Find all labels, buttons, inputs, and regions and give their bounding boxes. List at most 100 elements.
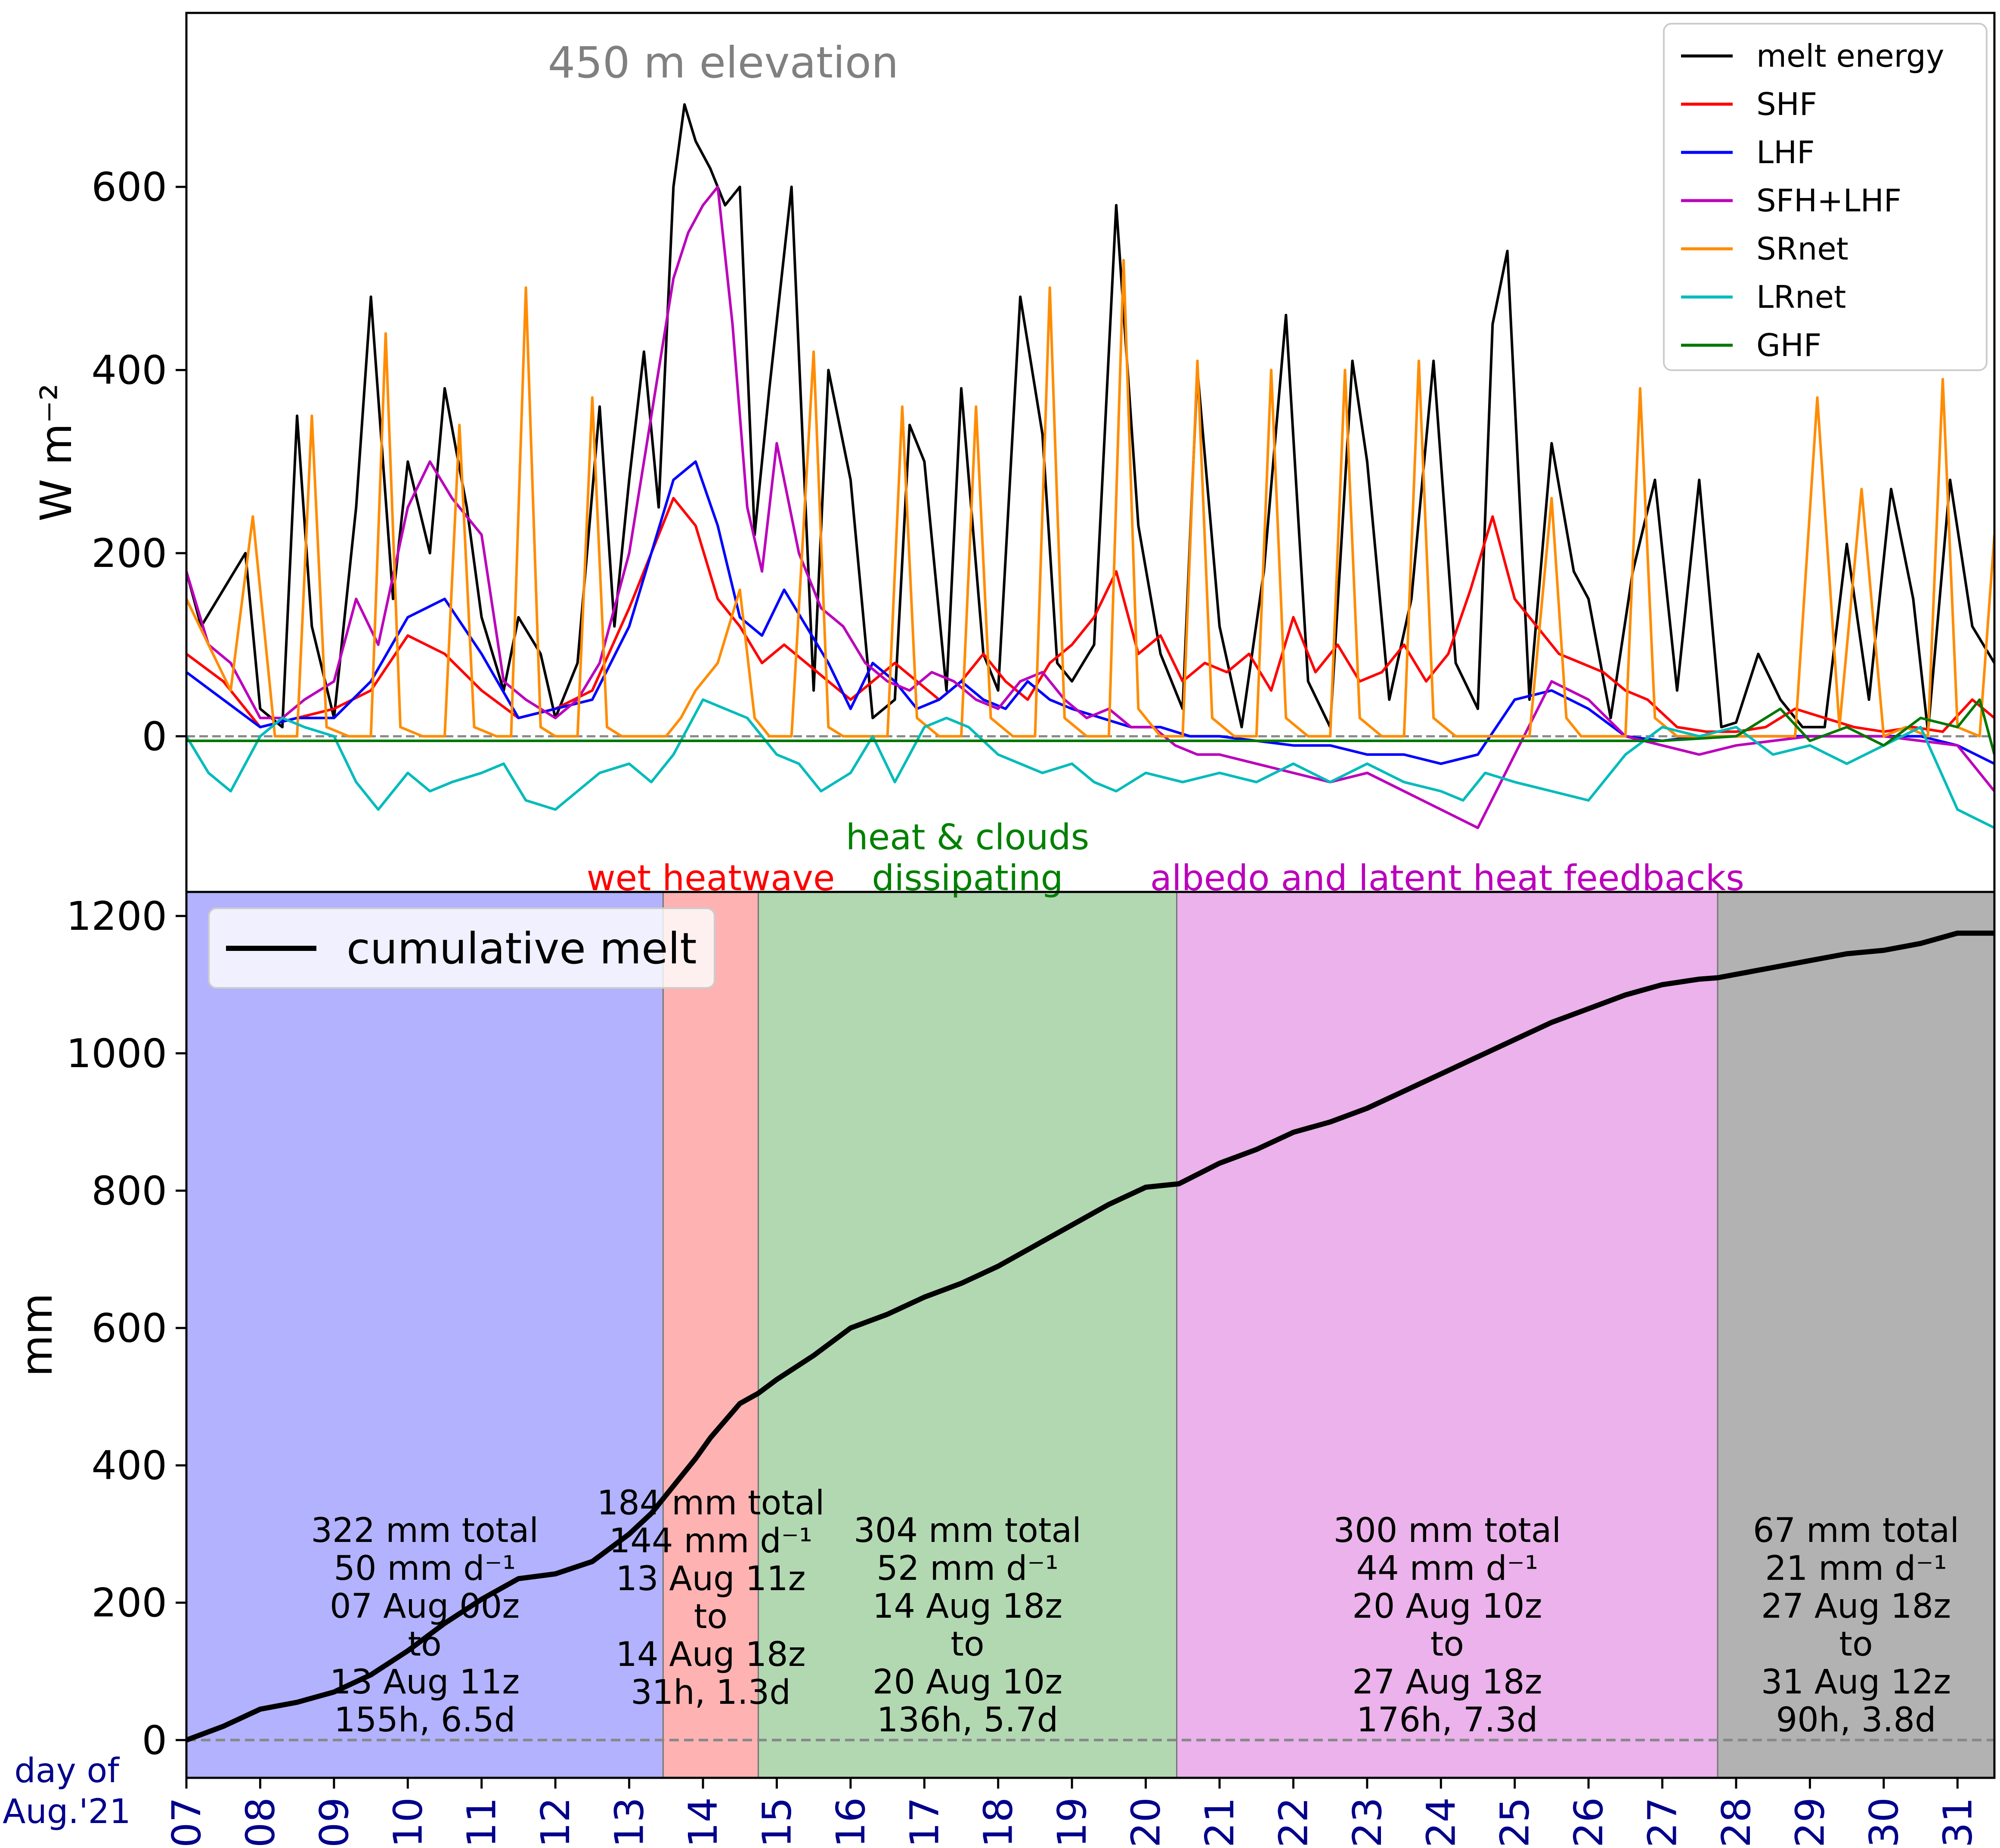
xtick-label: 23 xyxy=(1344,1797,1390,1848)
legend-label: LHF xyxy=(1756,134,1815,170)
period-stats-line: 27 Aug 18z xyxy=(1761,1587,1951,1626)
period-label-line: heat & clouds xyxy=(846,817,1090,858)
ytick-label-top: 600 xyxy=(91,164,167,210)
cumulative-melt-line xyxy=(186,930,1994,1743)
ytick-label-bottom: 1000 xyxy=(66,1031,167,1077)
xtick-label: 08 xyxy=(237,1797,283,1848)
series-line-6 xyxy=(186,698,1994,755)
xtick-label: 30 xyxy=(1861,1797,1907,1848)
period-stats-line: 90h, 3.8d xyxy=(1776,1701,1936,1740)
xtick-label: 13 xyxy=(607,1797,653,1848)
legend-label: cumulative melt xyxy=(347,923,697,974)
series-line-2 xyxy=(186,460,1994,765)
legend-frame xyxy=(208,907,715,989)
period-stats-line: 144 mm d⁻¹ xyxy=(609,1522,812,1560)
xtick-label: 10 xyxy=(385,1797,431,1848)
period-band-3 xyxy=(1176,892,1718,1778)
xlabel-day-of-august: day of Aug.'21 xyxy=(3,1752,131,1831)
ylabel-top: W m⁻² xyxy=(31,384,81,522)
legend-label: melt energy xyxy=(1756,38,1944,74)
ytick-label-bottom: 400 xyxy=(91,1442,167,1489)
xtick-label: 19 xyxy=(1049,1797,1095,1848)
xtick-label: 11 xyxy=(459,1797,505,1848)
period-stats-line: 300 mm total xyxy=(1333,1511,1561,1550)
legend-label: SRnet xyxy=(1756,231,1848,267)
xtick-label: 29 xyxy=(1787,1797,1833,1848)
period-stats-line: 136h, 5.7d xyxy=(877,1701,1058,1740)
xtick-label: 15 xyxy=(754,1797,800,1848)
period-stats-line: 13 Aug 11z xyxy=(616,1560,805,1598)
period-stats-line: 322 mm total xyxy=(311,1511,539,1550)
axes-frame-bottom xyxy=(185,891,1996,1779)
flux-series xyxy=(186,103,1994,830)
series-line-5 xyxy=(186,698,1994,829)
xtick-label: 20 xyxy=(1123,1797,1169,1848)
ytick-label-bottom: 1200 xyxy=(66,893,167,939)
xtick-label: 14 xyxy=(680,1797,726,1848)
energy-flux-panel: 450 m elevation 0 200 400 600 W m⁻² melt energ… xyxy=(31,12,1996,893)
xlabel-line: day of xyxy=(14,1752,120,1790)
period-shading xyxy=(186,892,1994,1778)
ytick-label-bottom: 600 xyxy=(91,1305,167,1351)
ytick-label-top: 200 xyxy=(91,530,167,576)
period-stats-line: 155h, 6.5d xyxy=(334,1701,515,1740)
xtick-label: 22 xyxy=(1270,1797,1316,1848)
series-line-0 xyxy=(186,103,1994,733)
xtick-label: 24 xyxy=(1418,1797,1464,1848)
xtick-label: 25 xyxy=(1492,1797,1538,1848)
ytick-label-bottom: 800 xyxy=(91,1168,167,1214)
period-stats-line: 20 Aug 10z xyxy=(873,1663,1062,1702)
period-band-4 xyxy=(1717,892,1994,1778)
elevation-annotation: 450 m elevation xyxy=(548,37,899,88)
period-stats-line: 20 Aug 10z xyxy=(1352,1587,1542,1626)
period-stats-line: 31h, 1.3d xyxy=(631,1673,791,1712)
period-stats-line: to xyxy=(950,1625,984,1664)
ytick-label-bottom: 0 xyxy=(142,1717,167,1763)
xtick-label: 26 xyxy=(1566,1797,1612,1848)
period-stats-line: 27 Aug 18z xyxy=(1352,1663,1542,1702)
xtick-label: 09 xyxy=(311,1797,357,1848)
period-stats-line: 50 mm d⁻¹ xyxy=(334,1549,516,1588)
series-line-4 xyxy=(186,259,1994,738)
xtick-label: 27 xyxy=(1640,1797,1686,1848)
period-stats-line: to xyxy=(1839,1625,1873,1664)
legend-label: GHF xyxy=(1756,327,1821,363)
period-stats-line: 31 Aug 12z xyxy=(1761,1663,1951,1702)
period-stats-line: 176h, 7.3d xyxy=(1356,1701,1538,1740)
xtick-label: 21 xyxy=(1197,1797,1243,1848)
xlabel-line: Aug.'21 xyxy=(3,1792,131,1831)
legend-label: SFH+LHF xyxy=(1756,183,1901,219)
period-stats-line: 67 mm total xyxy=(1753,1511,1959,1550)
period-stats-line: 14 Aug 18z xyxy=(873,1587,1062,1626)
legend-bottom: cumulative melt xyxy=(208,907,715,989)
period-stats-line: 21 mm d⁻¹ xyxy=(1765,1549,1947,1588)
series-line-1 xyxy=(186,497,1994,733)
period-stats-line: to xyxy=(694,1597,728,1636)
ytick-label-top: 400 xyxy=(91,347,167,393)
ytick-label-top: 0 xyxy=(142,713,167,759)
xtick-label: 31 xyxy=(1935,1797,1981,1848)
ylabel-bottom: mm xyxy=(12,1293,62,1377)
xtick-label: 07 xyxy=(164,1797,210,1848)
legend-label: SHF xyxy=(1756,86,1817,122)
period-stats-line: 44 mm d⁻¹ xyxy=(1356,1549,1538,1588)
period-stats-line: 184 mm total xyxy=(597,1484,825,1523)
period-stats-line: 14 Aug 18z xyxy=(616,1635,805,1674)
xtick-label: 17 xyxy=(901,1797,947,1848)
period-stats-line: to xyxy=(1430,1625,1464,1664)
period-stats-line: 52 mm d⁻¹ xyxy=(876,1549,1059,1588)
period-stats-line: 13 Aug 11z xyxy=(330,1663,520,1702)
period-band-2 xyxy=(758,892,1178,1778)
xtick-label: 12 xyxy=(533,1797,579,1848)
period-stats-line: 304 mm total xyxy=(854,1511,1081,1550)
ytick-label-bottom: 200 xyxy=(91,1580,167,1626)
xtick-label: 28 xyxy=(1713,1797,1759,1848)
period-label-2: heat & clouds dissipating xyxy=(846,817,1090,899)
legend-top: melt energy SHF LHF SFH+LHF SRnet LRnet GHF xyxy=(1663,23,1988,371)
legend-label: LRnet xyxy=(1756,279,1846,315)
series-line-3 xyxy=(186,186,1994,830)
xtick-label: 16 xyxy=(828,1797,874,1848)
legend-frame xyxy=(1663,23,1988,371)
